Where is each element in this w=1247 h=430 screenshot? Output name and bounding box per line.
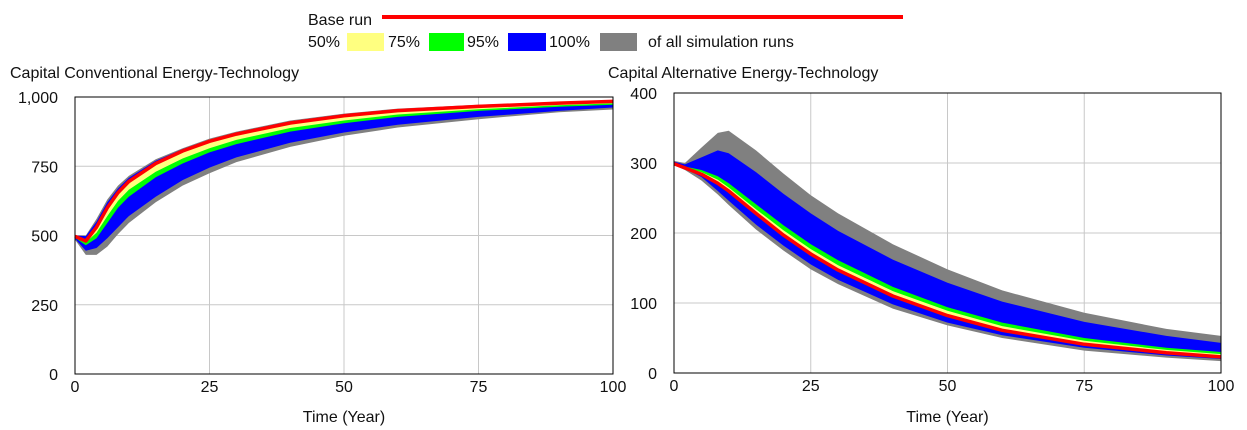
x-tick-label: 0 xyxy=(670,378,679,395)
y-tick-label: 500 xyxy=(31,229,58,246)
legend-suffix: of all simulation runs xyxy=(648,34,794,51)
legend-swatch-100 xyxy=(600,33,637,51)
x-axis-label: Time (Year) xyxy=(906,409,988,426)
band-95 xyxy=(75,100,613,251)
y-tick-label: 250 xyxy=(31,298,58,315)
chart-panel-conventional: Capital Conventional Energy-Technology 0 2… xyxy=(10,65,626,426)
legend-swatch-75 xyxy=(429,33,464,51)
legend-item-label: 75% xyxy=(388,34,420,51)
chart-title-conventional: Capital Conventional Energy-Technology xyxy=(10,65,299,82)
y-tick-label: 100 xyxy=(630,296,657,313)
x-axis-label: Time (Year) xyxy=(303,409,385,426)
y-tick-label: 0 xyxy=(49,367,58,384)
x-tick-label: 25 xyxy=(802,378,820,395)
legend-item-label: 95% xyxy=(467,34,499,51)
x-tick-label: 50 xyxy=(939,378,957,395)
legend-swatch-50 xyxy=(347,33,384,51)
x-tick-label: 100 xyxy=(1208,378,1235,395)
x-tick-label: 25 xyxy=(201,379,219,396)
legend: Base run 50% 75% 95% 100% of all simulat… xyxy=(308,12,903,51)
plot-frame xyxy=(74,96,614,375)
plot-frame xyxy=(673,92,1222,374)
y-tick-label: 300 xyxy=(630,156,657,173)
x-tick-label: 100 xyxy=(600,379,627,396)
y-tick-label: 750 xyxy=(31,159,58,176)
chart-panel-alternative: Capital Alternative Energy-Technology 0 25… xyxy=(608,65,1234,426)
y-tick-label: 1,000 xyxy=(18,90,58,107)
y-tick-label: 400 xyxy=(630,86,657,103)
y-tick-label: 0 xyxy=(648,366,657,383)
band-100 xyxy=(75,100,613,255)
x-tick-label: 75 xyxy=(470,379,488,396)
chart-title-alternative: Capital Alternative Energy-Technology xyxy=(608,65,878,82)
base-run-line xyxy=(673,162,1222,359)
base-run-line xyxy=(74,99,614,243)
x-tick-label: 0 xyxy=(71,379,80,396)
y-tick-label: 200 xyxy=(630,226,657,243)
x-tick-label: 75 xyxy=(1075,378,1093,395)
legend-swatch-95 xyxy=(508,33,546,51)
legend-item-label: 100% xyxy=(549,34,590,51)
legend-base-run-label: Base run xyxy=(308,12,372,29)
legend-item-label: 50% xyxy=(308,34,340,51)
x-tick-label: 50 xyxy=(335,379,353,396)
